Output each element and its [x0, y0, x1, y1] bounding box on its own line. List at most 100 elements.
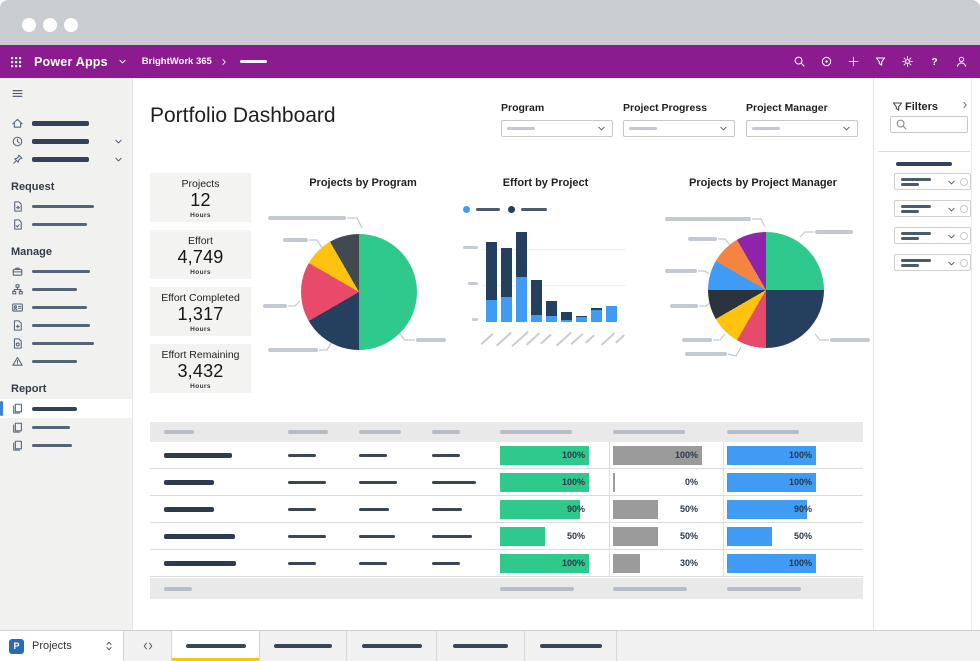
bar-segment-series-2[interactable]	[516, 232, 527, 277]
redacted-legend-label	[521, 208, 547, 211]
chevron-down-icon	[946, 177, 957, 188]
table-row[interactable]: 50% 50% 50%	[150, 523, 863, 550]
add-button[interactable]	[844, 53, 862, 71]
bar-segment-series-2[interactable]	[501, 248, 512, 297]
bar-segment-series-2[interactable]	[546, 301, 557, 316]
search-button[interactable]	[790, 53, 808, 71]
redacted-project-name	[164, 534, 235, 539]
pie-chart[interactable]	[708, 232, 824, 348]
window-control-dot[interactable]	[64, 18, 78, 32]
brand-chevron-down-icon[interactable]	[117, 56, 128, 67]
sidebar-item-briefcase[interactable]	[0, 262, 132, 280]
progress-percent-label: 50%	[679, 531, 698, 541]
kpi-label: Effort	[188, 235, 213, 247]
bar-segment-series-2[interactable]	[561, 312, 572, 320]
bar-segment-series-1[interactable]	[561, 320, 572, 322]
filter-dropdown[interactable]	[746, 120, 858, 137]
sidebar-item-document-add[interactable]	[0, 316, 132, 334]
clear-filter-icon[interactable]	[960, 205, 968, 213]
filter-dropdown[interactable]	[894, 200, 971, 217]
table-row[interactable]: 90% 50% 90%	[150, 496, 863, 523]
bar-segment-series-1[interactable]	[606, 306, 617, 322]
settings-button[interactable]	[898, 53, 916, 71]
projects-table: 100% 100% 100% 100% 0% 100% 90% 50%	[150, 422, 863, 600]
filter-dropdown[interactable]	[894, 227, 971, 244]
filters-collapse-chevron-right-icon[interactable]	[960, 100, 970, 110]
sidebar-item-request-document[interactable]	[0, 197, 132, 215]
bar-segment-series-1[interactable]	[486, 300, 497, 322]
bar-segment-series-2[interactable]	[486, 242, 497, 300]
bar-segment-series-1[interactable]	[501, 297, 512, 322]
bar-segment-series-1[interactable]	[591, 310, 602, 322]
table-row[interactable]: 100% 100% 100%	[150, 442, 863, 469]
kpi-card-effort: Effort 4,749 Hours	[150, 230, 251, 279]
filter-dropdown[interactable]	[894, 254, 971, 271]
progress-bar	[500, 446, 589, 465]
sidebar-item-issue-warning[interactable]	[0, 352, 132, 370]
report-page-tab-1[interactable]	[172, 631, 260, 661]
chart-title: Projects by Project Manager	[689, 177, 837, 189]
report-page-tab-3[interactable]	[347, 631, 437, 661]
redacted-filter-value	[901, 264, 919, 267]
clear-filter-icon[interactable]	[960, 178, 968, 186]
filter-dropdown[interactable]	[623, 120, 735, 137]
recent-icon	[11, 135, 24, 148]
sidebar-item-contact-card[interactable]	[0, 298, 132, 316]
sidebar-item-report-pages[interactable]	[0, 436, 132, 454]
progress-percent-label: 50%	[566, 531, 585, 541]
help-button[interactable]: ?	[925, 53, 943, 71]
waffle-menu-icon[interactable]	[9, 55, 23, 69]
redacted-cell-value	[359, 535, 395, 538]
report-page-tab-5[interactable]	[525, 631, 617, 661]
sidebar-item-pinned[interactable]	[0, 150, 132, 168]
redacted-selected-value	[752, 127, 780, 130]
bar-segment-series-1[interactable]	[576, 317, 587, 322]
settings-icon	[901, 55, 914, 68]
report-page-tab-4[interactable]	[437, 631, 525, 661]
account-button[interactable]	[952, 53, 970, 71]
chevron-down-icon[interactable]	[113, 154, 124, 165]
sidebar-item-report-pages[interactable]	[0, 399, 132, 418]
bar-segment-series-1[interactable]	[516, 277, 527, 322]
issue-warning-icon	[11, 355, 24, 368]
legend-item	[463, 206, 500, 213]
breadcrumb[interactable]: BrightWork 365	[141, 56, 212, 67]
clear-filter-icon[interactable]	[960, 259, 968, 267]
app-switcher-updown-icon[interactable]	[103, 640, 115, 652]
bar-segment-series-1[interactable]	[546, 316, 557, 322]
redacted-cell-value	[432, 481, 476, 484]
report-filter-project-manager: Project Manager	[746, 102, 858, 137]
chevron-down-icon[interactable]	[113, 136, 124, 147]
brand-title[interactable]: Power Apps	[34, 54, 108, 69]
sidebar-item-request-form[interactable]	[0, 215, 132, 233]
home-icon	[11, 117, 24, 130]
pie-chart[interactable]	[301, 234, 417, 350]
bar-segment-series-2[interactable]	[576, 316, 587, 317]
app-switcher[interactable]: P Projects	[0, 631, 124, 661]
redacted-filter-value	[901, 237, 919, 240]
kpi-unit: Hours	[190, 212, 211, 219]
clear-filter-icon[interactable]	[960, 232, 968, 240]
window-control-dot[interactable]	[22, 18, 36, 32]
hamburger-menu-icon[interactable]	[11, 87, 24, 100]
bar-segment-series-2[interactable]	[591, 308, 602, 310]
sidebar-item-report-pages[interactable]	[0, 418, 132, 436]
sidebar-item-document-settings[interactable]	[0, 334, 132, 352]
bar-segment-series-2[interactable]	[531, 280, 542, 315]
table-row[interactable]: 100% 30% 100%	[150, 550, 863, 577]
bar-chart-plot[interactable]	[453, 173, 638, 373]
window-control-dot[interactable]	[43, 18, 57, 32]
progress-gray-cell: 100%	[613, 446, 702, 465]
sidebar-item-org-chart[interactable]	[0, 280, 132, 298]
bar-segment-series-1[interactable]	[531, 315, 542, 322]
table-row[interactable]: 100% 0% 100%	[150, 469, 863, 496]
report-page-tab-2[interactable]	[260, 631, 347, 661]
tab-scroll-arrows[interactable]	[124, 631, 172, 661]
filters-search-input[interactable]	[890, 116, 968, 133]
filter-dropdown[interactable]	[501, 120, 613, 137]
sidebar-item-recent[interactable]	[0, 132, 132, 150]
filter-dropdown[interactable]	[894, 173, 971, 190]
sidebar-item-home[interactable]	[0, 114, 132, 132]
record-button[interactable]	[817, 53, 835, 71]
filter-button[interactable]	[871, 53, 889, 71]
